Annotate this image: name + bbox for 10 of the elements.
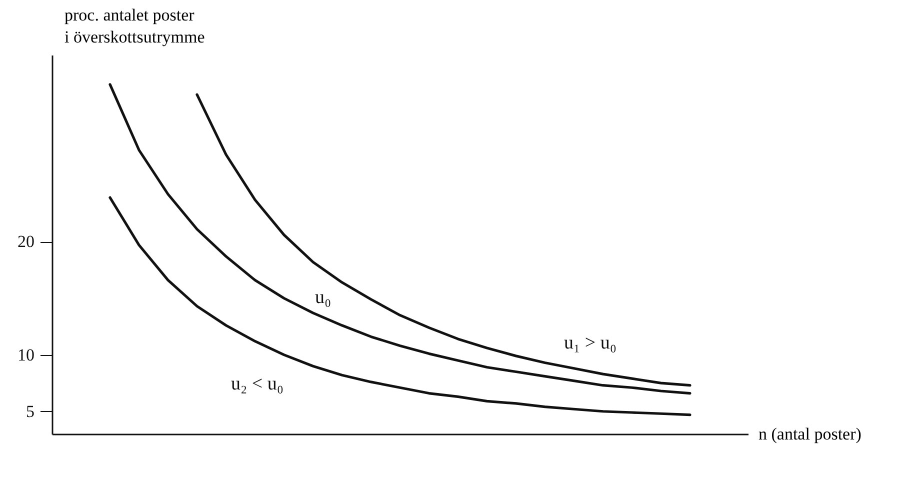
- series-label: u₁ > u₀: [564, 332, 616, 354]
- y-tick-label: 10: [18, 345, 34, 364]
- series-label: u₀: [315, 286, 332, 308]
- series-label: u₂ < u₀: [231, 373, 284, 394]
- line-series: [108, 83, 692, 395]
- y-tick-label: 5: [26, 402, 34, 421]
- y-tick-label: 20: [18, 232, 34, 252]
- y-axis-title: proc. antalet poster i överskottsutrymme: [64, 6, 205, 46]
- line-series: [108, 196, 692, 416]
- x-axis-title: n (antal poster): [758, 424, 862, 444]
